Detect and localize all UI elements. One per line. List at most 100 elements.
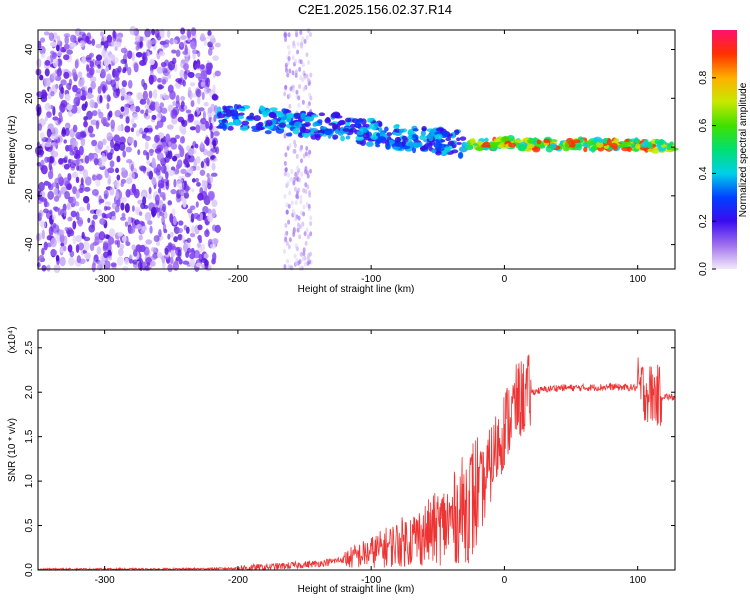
noise-blob (211, 162, 216, 171)
noise-blob (178, 220, 184, 226)
noise-blob (175, 94, 180, 105)
noise-blob (181, 235, 185, 244)
ridge-blob (332, 134, 339, 140)
noise-blob (63, 43, 70, 50)
noise-blob (111, 40, 116, 48)
noise-blob (194, 143, 199, 149)
noise-blob (146, 98, 150, 106)
noise-blob (54, 232, 59, 240)
noise-blob (57, 173, 62, 183)
noise-blob (207, 212, 214, 222)
noise-blob (293, 227, 297, 233)
noise-blob (83, 169, 89, 180)
ridge-blob (340, 135, 345, 142)
noise-blob (307, 203, 311, 209)
ridge-blob (448, 133, 453, 137)
noise-blob (109, 160, 115, 168)
noise-blob (171, 208, 176, 217)
noise-blob (175, 134, 180, 140)
noise-blob (303, 85, 307, 91)
noise-blob (96, 246, 102, 255)
noise-blob (197, 95, 201, 105)
noise-blob (64, 35, 69, 45)
noise-blob (198, 107, 205, 112)
noise-blob (86, 57, 92, 63)
ridge-blob (394, 128, 401, 133)
noise-blob (124, 62, 128, 72)
noise-blob (283, 133, 287, 139)
noise-blob (110, 210, 116, 217)
noise-blob (120, 106, 125, 112)
noise-blob (179, 145, 184, 152)
y-tick-label: 0 (24, 144, 35, 150)
noise-blob (211, 238, 219, 245)
noise-blob (298, 234, 302, 240)
noise-blob (106, 102, 110, 110)
noise-blob (44, 102, 52, 111)
noise-blob (86, 64, 90, 72)
noise-blob (215, 146, 220, 155)
noise-blob (156, 112, 162, 122)
noise-blob (183, 105, 188, 111)
noise-blob (305, 170, 309, 176)
noise-blob (196, 182, 201, 187)
y-tick-label: 2.0 (24, 385, 35, 399)
y-tick-label: 0.5 (24, 518, 35, 532)
noise-blob (92, 241, 98, 246)
noise-blob (133, 62, 139, 73)
noise-blob (80, 139, 86, 147)
colorbar-gradient (712, 30, 737, 269)
noise-blob (144, 28, 151, 38)
ridge-blob (658, 138, 665, 146)
noise-blob (164, 94, 170, 100)
noise-blob (136, 92, 141, 101)
noise-blob (75, 88, 82, 95)
noise-blob (182, 198, 187, 208)
noise-blob (159, 102, 165, 108)
ridge-blob (238, 108, 246, 112)
noise-blob (102, 242, 109, 250)
ridge-blob (435, 150, 442, 156)
noise-blob (117, 232, 124, 237)
noise-blob (289, 176, 293, 182)
noise-blob (62, 245, 67, 252)
noise-blob (287, 203, 291, 209)
noise-blob (159, 212, 165, 217)
noise-blob (144, 141, 149, 150)
noise-blob (207, 175, 214, 184)
ridge-blob (518, 144, 527, 151)
noise-blob (288, 190, 292, 196)
noise-blob (75, 176, 80, 183)
noise-blob (306, 260, 310, 266)
noise-blob (51, 151, 59, 158)
ridge-blob (394, 136, 401, 143)
noise-blob (183, 70, 188, 81)
noise-blob (187, 208, 193, 214)
noise-blob (300, 251, 304, 257)
noise-blob (125, 116, 130, 124)
noise-blob (112, 89, 120, 99)
x-tick-label: -200 (228, 575, 248, 586)
noise-blob (124, 49, 129, 57)
noise-blob (84, 101, 88, 108)
x-tick-label: -300 (95, 575, 115, 586)
noise-blob (149, 148, 154, 157)
noise-blob (102, 85, 106, 94)
noise-blob (107, 174, 112, 185)
noise-blob (120, 87, 126, 97)
noise-blob (204, 229, 210, 238)
noise-blob (200, 160, 205, 169)
noise-blob (149, 225, 153, 234)
ridge-blob (323, 128, 333, 136)
noise-blob (164, 146, 169, 152)
x-tick-label: 100 (629, 575, 646, 586)
noise-blob (51, 141, 57, 148)
noise-blob (293, 253, 297, 259)
noise-blob (202, 205, 209, 214)
noise-blob (296, 194, 300, 200)
noise-blob (135, 51, 143, 58)
noise-blob (67, 244, 73, 252)
noise-blob (175, 246, 181, 257)
noise-blob (303, 38, 307, 44)
noise-blob (101, 49, 106, 58)
